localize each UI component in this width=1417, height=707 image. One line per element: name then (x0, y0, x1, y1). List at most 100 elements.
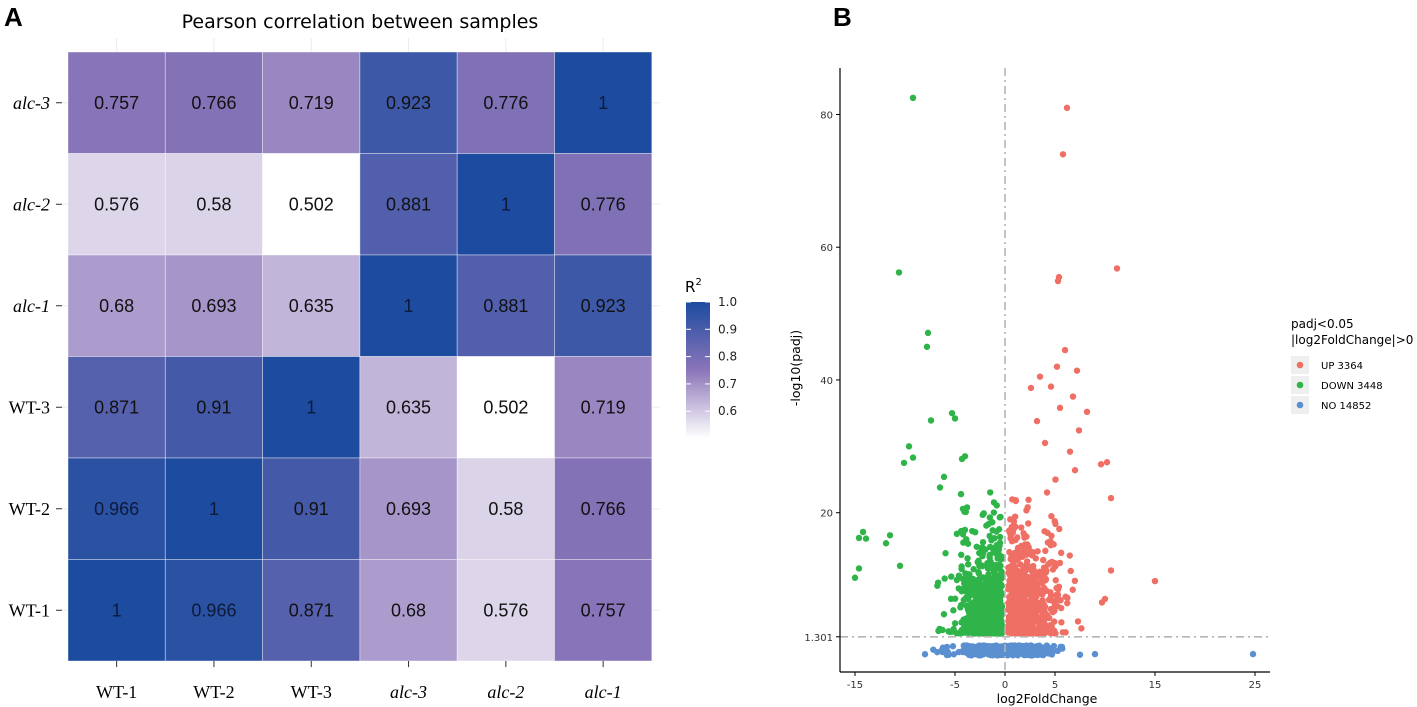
up-point (1066, 552, 1073, 559)
down-point (958, 455, 966, 463)
up-point (1025, 630, 1032, 637)
up-point (1062, 593, 1069, 600)
up-point (1054, 277, 1062, 285)
up-point (1024, 608, 1031, 615)
heatmap-y-tick-label: WT-3 (9, 397, 50, 417)
up-point (1059, 151, 1067, 158)
heatmap-cell (456, 51, 555, 154)
heatmap-cell (554, 356, 653, 459)
colorbar-tick-label: 0.6 (718, 404, 737, 418)
colorbar (686, 302, 710, 438)
down-point (948, 409, 956, 417)
up-point (1059, 629, 1067, 636)
up-point (1069, 393, 1077, 400)
down-point (964, 540, 972, 547)
heatmap-cell-value: 0.871 (94, 397, 139, 417)
no-point (934, 648, 941, 656)
panel-label-a: A (4, 2, 23, 32)
down-point (961, 526, 969, 534)
no-point (974, 644, 981, 652)
down-point (965, 571, 972, 578)
down-point (980, 510, 987, 517)
down-point (859, 528, 867, 536)
down-point (979, 544, 987, 552)
up-point (1025, 496, 1032, 503)
down-point (965, 595, 972, 603)
volcano-threshold-lines (840, 68, 1270, 672)
no-point (960, 642, 967, 649)
up-point (1005, 603, 1013, 610)
down-point (983, 522, 990, 529)
up-point (1032, 555, 1039, 562)
down-point (967, 628, 975, 635)
up-point (1023, 533, 1030, 540)
down-point (978, 563, 986, 570)
up-point (1023, 551, 1030, 558)
down-point (862, 535, 870, 542)
heatmap-y-tick-label: alc-1 (13, 296, 50, 316)
volcano-x-axis-label: log2FoldChange (997, 691, 1098, 706)
heatmap-cell (554, 559, 653, 662)
heatmap-y-tick-label: WT-1 (9, 600, 50, 620)
up-point (1039, 597, 1046, 604)
up-point (1014, 630, 1021, 637)
down-point (976, 575, 983, 582)
up-point (1033, 417, 1041, 425)
heatmap-cell-value: 0.502 (483, 397, 528, 417)
down-point (967, 601, 974, 608)
heatmap-cell (164, 356, 264, 459)
up-point (1018, 626, 1026, 634)
heatmap-x-tick-label: alc-2 (487, 682, 524, 702)
up-point (1006, 597, 1013, 605)
colorbar-title-base: R (685, 278, 695, 296)
down-point (989, 519, 996, 526)
down-point (950, 607, 957, 614)
up-point (1074, 618, 1082, 625)
up-point (1054, 586, 1062, 593)
heatmap-cell (67, 356, 166, 459)
heatmap-cell-value: 0.881 (483, 296, 528, 316)
no-point (969, 649, 976, 657)
heatmap-x-tick-label: alc-1 (585, 682, 622, 702)
no-point (1054, 647, 1061, 655)
up-point (1024, 504, 1031, 511)
heatmap-y-tick-label: WT-2 (9, 499, 50, 519)
heatmap-cell-value: 1 (501, 194, 511, 214)
up-point (1011, 513, 1019, 520)
heatmap-cell (262, 559, 361, 662)
legend-label-no: NO 14852 (1321, 401, 1371, 412)
up-point (1103, 459, 1111, 466)
no-point (939, 648, 946, 656)
heatmap-x-tick-label: WT-1 (96, 682, 137, 702)
down-point (979, 550, 987, 557)
up-point (1040, 628, 1048, 635)
volcano-legend: UP 3364 DOWN 3448 NO 14852 (1291, 356, 1383, 414)
up-point (1044, 539, 1052, 546)
down-point (996, 533, 1004, 541)
up-point (1051, 618, 1058, 625)
down-point (990, 568, 998, 576)
down-point (998, 553, 1005, 560)
heatmap-cell (359, 51, 458, 154)
down-point (951, 415, 959, 422)
down-point (855, 534, 863, 542)
up-point (1107, 567, 1115, 574)
down-point (895, 269, 903, 276)
heatmap-cell (554, 254, 653, 357)
down-point (940, 611, 948, 618)
heatmap-cell (456, 559, 555, 662)
up-point (1029, 576, 1037, 583)
up-point (1026, 587, 1034, 595)
heatmap-cell (456, 254, 555, 357)
no-point (944, 649, 951, 656)
no-point (991, 649, 998, 657)
down-point (975, 568, 982, 576)
legend-key-no (1296, 401, 1304, 409)
heatmap-cell (359, 153, 458, 256)
heatmap-cell (359, 254, 458, 357)
down-point (886, 532, 894, 539)
heatmap-cell-value: 1 (112, 600, 122, 620)
up-point (1069, 586, 1076, 593)
heatmap-cell-value: 0.635 (289, 296, 334, 316)
